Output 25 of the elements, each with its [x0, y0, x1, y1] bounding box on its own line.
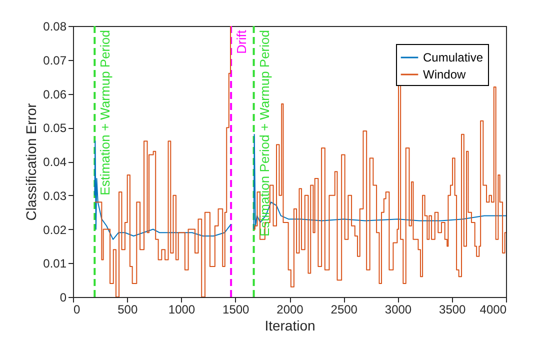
y-tick-label: 0.08: [43, 20, 67, 34]
ref-line-label: Estimation Period + Warmup Period: [256, 30, 272, 237]
legend-label: Window: [423, 68, 466, 82]
y-tick-label: 0: [60, 290, 67, 304]
ref-line-label: Estimation + Warmup Period: [98, 30, 113, 196]
x-tick-label: 1500: [222, 302, 250, 316]
x-tick-label: 500: [118, 302, 138, 316]
y-tick-label: 0.07: [43, 53, 67, 68]
x-tick-label: 0: [74, 302, 80, 316]
x-tick-label: 4000: [480, 302, 507, 316]
y-axis-title: Classification Error: [23, 102, 40, 221]
y-tick-label: 0.04: [43, 155, 67, 169]
x-axis-title: Iteration: [264, 318, 316, 334]
x-tick-label: 3500: [439, 302, 466, 316]
y-tick-label: 0.02: [43, 222, 67, 237]
y-tick-label: 0.05: [43, 121, 67, 136]
legend-label: Cumulative: [423, 50, 484, 64]
x-tick-label: 1000: [168, 302, 196, 316]
x-tick-label: 3000: [384, 302, 412, 316]
y-tick-label: 0.01: [43, 256, 67, 271]
ref-line-label: Drift: [234, 30, 250, 54]
y-tick-label: 0.06: [43, 87, 67, 102]
x-tick-label: 2000: [276, 302, 304, 316]
x-tick-label: 2500: [330, 302, 358, 316]
y-tick-label: 0.03: [43, 188, 67, 203]
